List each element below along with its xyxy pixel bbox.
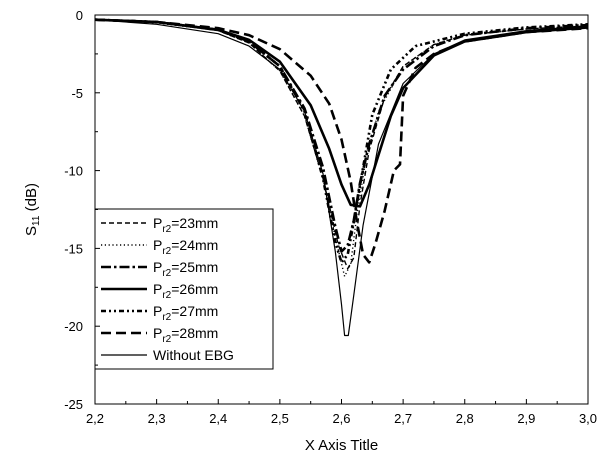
legend-label-rest: =24mm [171, 237, 218, 253]
x-tick-label: 2,7 [394, 411, 412, 426]
y-tick-label: 0 [76, 8, 83, 23]
legend-label: Pr2=24mm [153, 237, 218, 257]
x-tick-label: 2,3 [148, 411, 166, 426]
legend-label: Pr2=26mm [153, 281, 218, 301]
x-tick-label: 2,2 [86, 411, 104, 426]
legend-label-sub: r2 [162, 268, 171, 279]
series-line-4 [94, 18, 589, 208]
y-tick-label: -15 [64, 241, 83, 256]
series-line-7 [94, 19, 589, 337]
x-tick-label: 3,0 [579, 411, 597, 426]
y-tick-label: -20 [64, 319, 83, 334]
legend-label-main: P [153, 259, 162, 275]
legend-label-main: P [153, 281, 162, 297]
legend: Pr2=23mmPr2=24mmPr2=25mmPr2=26mmPr2=27mm… [94, 208, 274, 370]
series-line-2 [94, 19, 589, 278]
y-axis-title-sub: 11 [31, 215, 42, 226]
legend-label-rest: =27mm [171, 303, 218, 319]
legend-label-rest: =23mm [171, 215, 218, 231]
y-axis-title: S11 (dB) [23, 183, 42, 236]
x-tick-label: 2,4 [209, 411, 227, 426]
legend-label-sub: r2 [162, 312, 171, 323]
x-tick-label: 2,6 [332, 411, 350, 426]
x-tick-label: 2,5 [271, 411, 289, 426]
legend-label-sub: r2 [162, 290, 171, 301]
legend-label-main: Without EBG [153, 347, 234, 363]
legend-label-sub: r2 [162, 246, 171, 257]
legend-label-sub: r2 [162, 334, 171, 345]
y-axis-title-unit: (dB) [23, 183, 40, 216]
legend-label: Pr2=23mm [153, 215, 218, 235]
series-line-6 [94, 18, 589, 264]
legend-label-main: P [153, 237, 162, 253]
y-axis-title-main: S [23, 226, 40, 236]
axes-layer: 2,2 2,3 2,4 2,5 2,6 2,7 2,8 2,9 3,0 0 -5 -10 -15 -20 -… [64, 8, 597, 426]
x-tick-label: 2,9 [517, 411, 535, 426]
y-tick-label: -10 [64, 164, 83, 179]
series-line-3 [94, 18, 589, 253]
legend-label-rest: =28mm [171, 325, 218, 341]
legend-label: Pr2=25mm [153, 259, 218, 279]
legend-label-main: P [153, 303, 162, 319]
series-layer [94, 18, 589, 337]
y-tick-label: -5 [71, 86, 83, 101]
legend-label-main: P [153, 325, 162, 341]
legend-label: Without EBG [153, 347, 234, 363]
legend-label-rest: =25mm [171, 259, 218, 275]
x-axis-title: X Axis Title [305, 437, 378, 454]
legend-label: Pr2=28mm [153, 325, 218, 345]
y-tick-label: -25 [64, 397, 83, 412]
legend-label: Pr2=27mm [153, 303, 218, 323]
legend-label-sub: r2 [162, 224, 171, 235]
x-tick-label: 2,8 [456, 411, 474, 426]
legend-label-rest: =26mm [171, 281, 218, 297]
legend-label-main: P [153, 215, 162, 231]
